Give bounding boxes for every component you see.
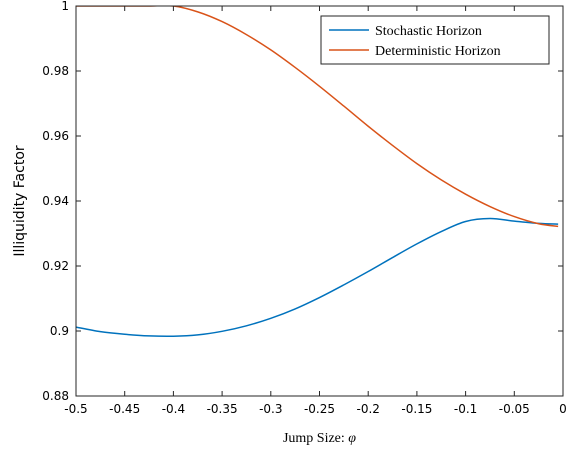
x-tick-label: -0.25 [304,402,335,416]
y-tick-label: 0.9 [50,324,69,338]
legend-box [320,15,550,65]
x-tick-label: -0.15 [401,402,432,416]
axes: -0.5 -0.45 -0.4 -0.35 -0.3 -0.25 -0.2 -0.15 -0.1… [12,0,567,446]
x-tick-label: -0.5 [64,402,87,416]
y-tick-label: 0.96 [42,129,69,143]
y-axis-label: Illiquidity Factor [12,145,28,257]
series-line-stochastic [76,217,559,338]
y-tick-label: 0.94 [42,194,69,208]
x-tick-label: -0.2 [356,402,379,416]
x-axis-label: Jump Size: φ [283,431,356,446]
x-tick-label: 0 [559,402,567,416]
legend-label: Stochastic Horizon [375,24,482,39]
x-tick-label: -0.45 [109,402,140,416]
y-tick-label: 0.88 [42,389,69,403]
series-line-deterministic [76,6,559,228]
plot-area [76,6,559,338]
legend-label: Deterministic Horizon [375,44,501,59]
y-tick-label: 0.92 [42,259,69,273]
x-tick-label: -0.05 [499,402,530,416]
y-tick-label: 0.98 [42,64,69,78]
legend: Stochastic Horizon Deterministic Horizon [320,15,550,65]
y-tick-label: 1 [61,0,69,13]
x-tick-label: -0.35 [207,402,238,416]
x-tick-label: -0.3 [259,402,282,416]
x-tick-label: -0.1 [454,402,477,416]
x-tick-label: -0.4 [162,402,185,416]
